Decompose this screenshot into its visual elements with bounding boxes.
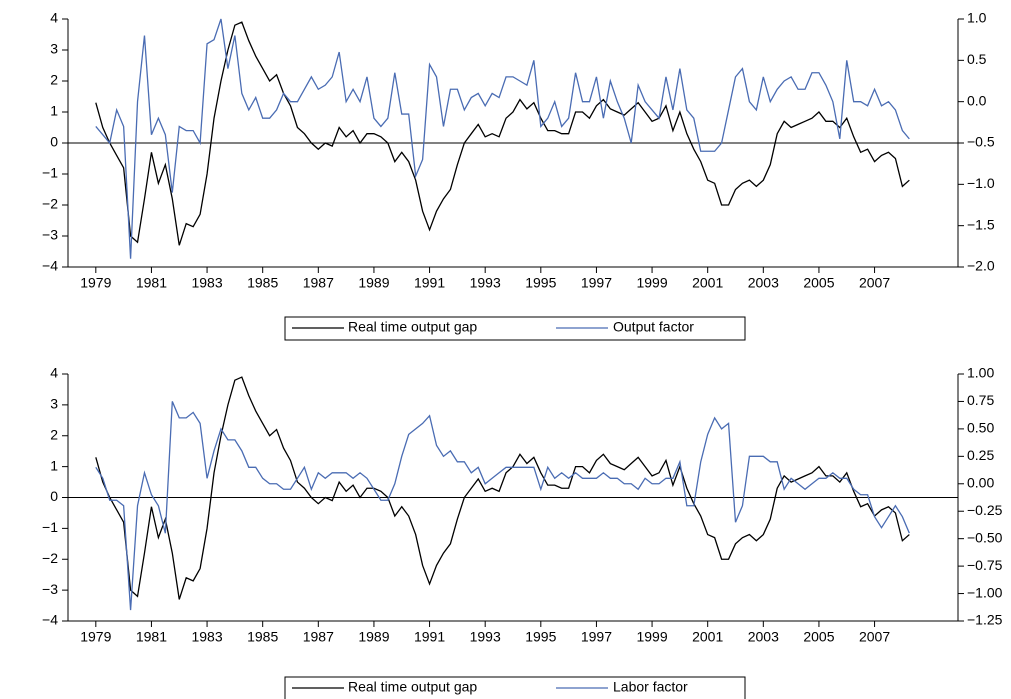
y-tick-label: 1 (50, 103, 58, 119)
y-tick-label: −2 (42, 550, 58, 566)
y-tick-label: 3 (50, 41, 58, 57)
x-tick-label: 1989 (358, 275, 389, 291)
legend-box (284, 676, 746, 699)
series-line (95, 401, 910, 611)
series-line (95, 376, 910, 600)
x-tick-label: 1987 (303, 275, 334, 291)
x-tick-label: 1979 (80, 275, 111, 291)
x-tick-label: 1991 (414, 275, 445, 291)
y2-tick-label: 0.50 (967, 420, 994, 436)
x-tick-label: 1985 (247, 275, 278, 291)
x-tick-label: 1993 (470, 275, 501, 291)
x-tick-label: 1999 (636, 275, 667, 291)
x-tick-label: 2001 (692, 629, 723, 645)
legend-label: Real time output gap (348, 319, 477, 335)
x-tick-label: 1991 (414, 629, 445, 645)
y-tick-label: 4 (50, 365, 58, 381)
legend-box (284, 316, 746, 341)
y-tick-label: −1 (42, 165, 58, 181)
x-tick-label: 1981 (136, 275, 167, 291)
y2-tick-label: −0.25 (967, 502, 1003, 518)
x-tick-label: 2003 (748, 629, 779, 645)
x-tick-label: 1997 (581, 275, 612, 291)
x-tick-label: 1981 (136, 629, 167, 645)
x-tick-label: 1979 (80, 629, 111, 645)
x-tick-label: 2005 (803, 629, 834, 645)
y2-tick-label: 0.0 (967, 92, 987, 108)
y-tick-label: 4 (50, 10, 58, 26)
y2-tick-label: 0.5 (967, 51, 987, 67)
series-line (95, 21, 910, 246)
x-tick-label: 2003 (748, 275, 779, 291)
x-tick-label: 1983 (191, 275, 222, 291)
series-line (95, 18, 910, 259)
y2-tick-label: −0.75 (967, 557, 1003, 573)
x-tick-label: 1993 (470, 629, 501, 645)
x-tick-label: 1985 (247, 629, 278, 645)
x-tick-label: 1989 (358, 629, 389, 645)
y2-tick-label: 1.0 (967, 10, 987, 26)
x-tick-label: 1983 (191, 629, 222, 645)
x-tick-label: 2007 (859, 629, 890, 645)
y-tick-label: −4 (42, 612, 58, 628)
x-tick-label: 2005 (803, 275, 834, 291)
y-tick-label: 1 (50, 457, 58, 473)
y2-tick-label: 1.00 (967, 365, 994, 381)
y2-tick-label: −0.50 (967, 529, 1003, 545)
y-tick-label: −3 (42, 227, 58, 243)
x-tick-label: 1997 (581, 629, 612, 645)
x-tick-label: 2001 (692, 275, 723, 291)
x-tick-label: 1995 (525, 629, 556, 645)
x-tick-label: 1995 (525, 275, 556, 291)
y2-tick-label: 0.25 (967, 447, 994, 463)
x-tick-label: 1987 (303, 629, 334, 645)
y-tick-label: −3 (42, 581, 58, 597)
y2-tick-label: 0.00 (967, 474, 994, 490)
legend-label: Labor factor (613, 679, 688, 695)
y-tick-label: 2 (50, 72, 58, 88)
x-tick-label: 2007 (859, 275, 890, 291)
y2-tick-label: −1.5 (967, 216, 995, 232)
y2-tick-label: −1.0 (967, 175, 995, 191)
y-tick-label: −1 (42, 519, 58, 535)
y-tick-label: 3 (50, 396, 58, 412)
y2-tick-label: −1.25 (967, 612, 1003, 628)
y2-tick-label: −1.00 (967, 584, 1003, 600)
y-tick-label: −4 (42, 258, 58, 274)
y-tick-label: −2 (42, 196, 58, 212)
y-tick-label: 0 (50, 134, 58, 150)
x-tick-label: 1999 (636, 629, 667, 645)
y-tick-label: 2 (50, 426, 58, 442)
y2-tick-label: −2.0 (967, 258, 995, 274)
legend-label: Real time output gap (348, 679, 477, 695)
y2-tick-label: −0.5 (967, 134, 995, 150)
legend-label: Output factor (613, 319, 694, 335)
y-tick-label: 0 (50, 488, 58, 504)
y2-tick-label: 0.75 (967, 392, 994, 408)
